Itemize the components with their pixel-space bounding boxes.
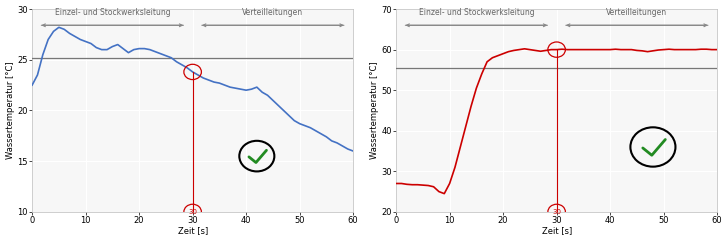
- Text: Einzel- und Stockwerksleitung: Einzel- und Stockwerksleitung: [419, 8, 534, 17]
- Text: Verteilleitungen: Verteilleitungen: [606, 8, 668, 17]
- Text: Verteilleitungen: Verteilleitungen: [242, 8, 304, 17]
- Y-axis label: Wassertemperatur [°C]: Wassertemperatur [°C]: [370, 62, 379, 159]
- X-axis label: Zeit [s]: Zeit [s]: [542, 227, 571, 235]
- Text: Einzel- und Stockwerksleitung: Einzel- und Stockwerksleitung: [55, 8, 170, 17]
- X-axis label: Zeit [s]: Zeit [s]: [178, 227, 207, 235]
- Text: 30: 30: [552, 209, 561, 215]
- Text: 30: 30: [188, 209, 197, 215]
- Y-axis label: Wassertemperatur [°C]: Wassertemperatur [°C]: [6, 62, 15, 159]
